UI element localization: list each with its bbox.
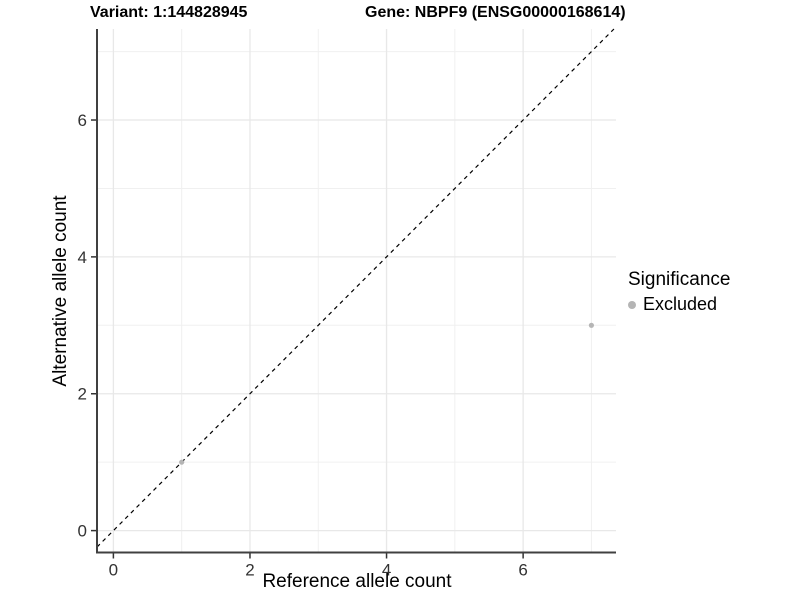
legend-item-label: Excluded — [643, 294, 718, 314]
x-tick-label: 2 — [245, 561, 254, 580]
y-tick-label: 0 — [78, 522, 87, 541]
x-tick-label: 4 — [382, 561, 391, 580]
x-axis-title: Reference allele count — [262, 571, 452, 592]
y-tick-label: 2 — [78, 385, 87, 404]
data-point — [179, 459, 185, 465]
y-axis-title: Alternative allele count — [50, 195, 71, 387]
y-tick-label: 6 — [78, 111, 87, 130]
legend-key-dot — [628, 300, 636, 309]
identity-line — [96, 28, 615, 548]
legend-item-excluded: Excluded — [628, 294, 730, 315]
legend-title: Significance — [628, 269, 731, 290]
legend: Significance Excluded — [628, 269, 730, 315]
plot-title-variant: Variant: 1:144828945 — [90, 4, 248, 21]
x-tick-label: 0 — [109, 561, 118, 580]
x-tick-label: 6 — [518, 561, 527, 580]
y-tick-label: 4 — [78, 248, 87, 267]
data-point — [588, 322, 595, 328]
plot-title-gene: Gene: NBPF9 (ENSG00000168614) — [365, 4, 626, 21]
